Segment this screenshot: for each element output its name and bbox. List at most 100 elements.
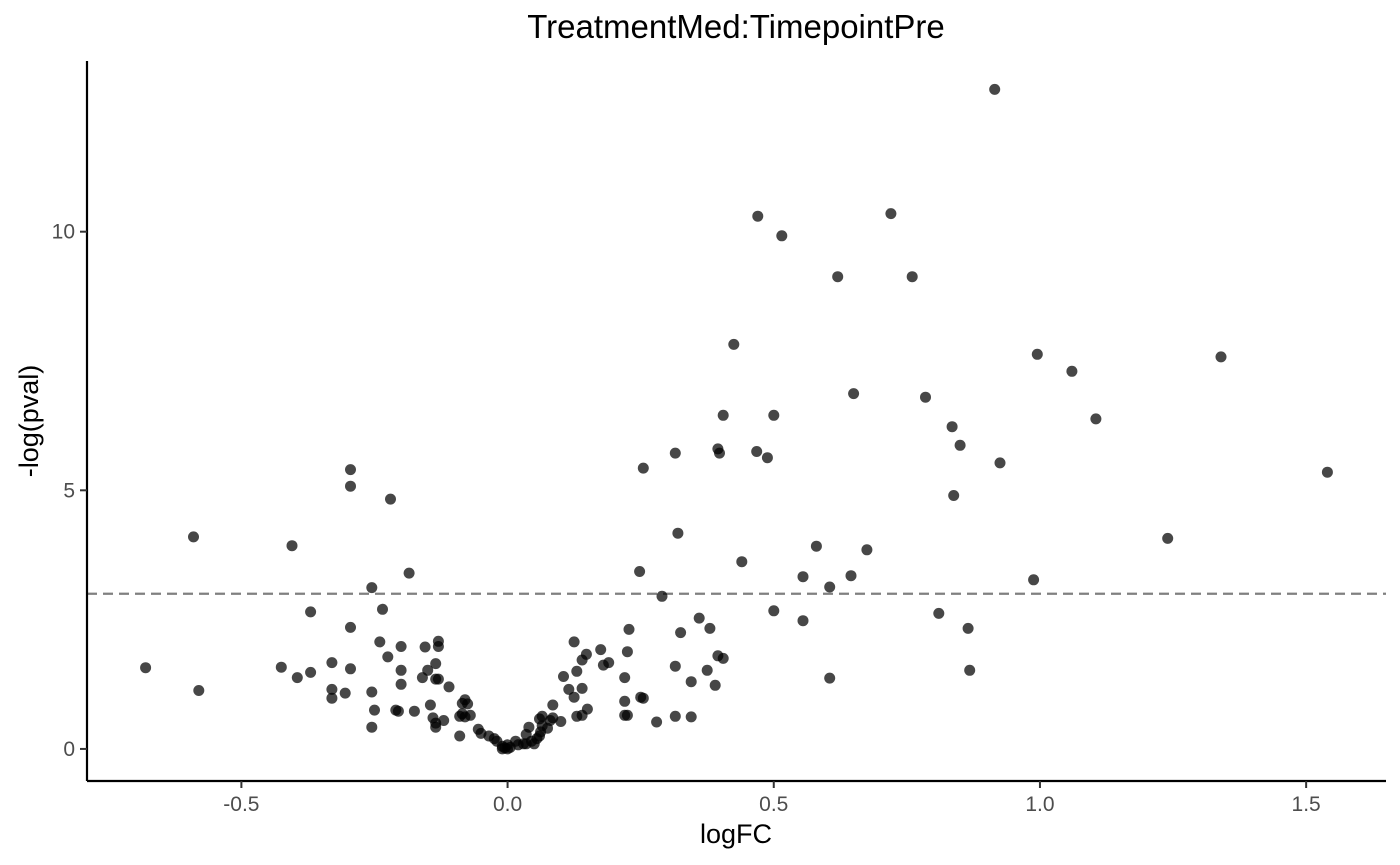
data-point xyxy=(906,271,918,283)
data-point xyxy=(366,686,378,698)
data-point xyxy=(768,409,780,421)
data-point xyxy=(962,622,974,634)
data-point xyxy=(776,230,788,242)
data-point xyxy=(933,607,945,619)
x-tick-label: 0.5 xyxy=(759,793,788,816)
data-point xyxy=(528,738,540,750)
data-point xyxy=(326,683,338,695)
y-tick-label: 5 xyxy=(63,479,75,502)
data-point xyxy=(685,711,697,723)
data-point xyxy=(385,493,396,505)
data-point xyxy=(430,673,442,685)
data-point xyxy=(810,540,822,552)
data-point xyxy=(454,730,466,742)
data-point xyxy=(563,683,575,695)
data-point xyxy=(861,544,873,556)
data-point xyxy=(291,672,303,684)
y-tick-label: 10 xyxy=(52,221,75,244)
data-point xyxy=(456,697,468,709)
data-point xyxy=(619,695,631,707)
data-point xyxy=(547,699,559,711)
data-point xyxy=(345,663,356,675)
data-point xyxy=(920,391,931,403)
plot-area xyxy=(87,83,1386,755)
data-point xyxy=(576,654,588,666)
data-point xyxy=(885,208,897,220)
data-point xyxy=(395,664,407,676)
data-point xyxy=(502,743,514,755)
x-axis-label: logFC xyxy=(700,819,772,849)
data-point xyxy=(568,636,580,648)
data-point xyxy=(672,527,684,539)
data-point xyxy=(693,612,705,624)
data-point xyxy=(619,709,631,721)
data-point xyxy=(1066,365,1078,377)
data-point xyxy=(427,712,439,724)
data-point xyxy=(623,623,635,635)
data-point xyxy=(345,464,356,476)
data-point xyxy=(382,651,394,663)
data-point xyxy=(576,682,588,694)
data-point xyxy=(832,271,844,283)
data-point xyxy=(964,664,976,676)
data-point xyxy=(637,462,649,474)
data-point xyxy=(948,490,960,501)
data-point xyxy=(989,83,1001,95)
data-point xyxy=(454,710,466,722)
data-point xyxy=(709,679,721,691)
data-point xyxy=(305,606,317,618)
data-point xyxy=(704,622,716,634)
data-point xyxy=(430,658,442,670)
data-point xyxy=(685,676,697,688)
data-point xyxy=(1215,351,1227,363)
data-point xyxy=(751,446,763,457)
data-point xyxy=(345,480,356,492)
data-point xyxy=(576,709,588,721)
data-point xyxy=(797,571,809,583)
x-axis-ticks: -0.5 0.0 0.5 1.0 1.5 xyxy=(223,781,1321,816)
y-axis-ticks: 0 5 10 xyxy=(52,221,87,761)
data-point xyxy=(714,447,725,459)
data-point xyxy=(669,660,681,672)
data-point xyxy=(728,338,740,350)
data-point xyxy=(669,710,681,722)
data-point xyxy=(621,646,633,658)
data-point xyxy=(424,699,436,711)
data-point xyxy=(717,652,729,664)
data-point xyxy=(520,738,532,750)
data-point xyxy=(472,723,484,735)
data-point xyxy=(377,603,388,615)
data-point xyxy=(286,540,298,552)
x-tick-label: 1.5 xyxy=(1292,793,1321,816)
data-point xyxy=(701,664,713,676)
y-tick-label: 0 xyxy=(63,738,75,761)
data-point xyxy=(366,721,378,733)
data-point xyxy=(326,657,338,669)
data-point xyxy=(395,641,407,652)
data-point xyxy=(408,705,420,717)
data-point xyxy=(651,716,663,728)
data-point xyxy=(669,447,681,459)
data-point xyxy=(339,687,351,699)
data-point xyxy=(1321,466,1333,478)
data-point xyxy=(416,672,428,684)
data-point xyxy=(848,388,860,400)
data-point xyxy=(403,567,415,579)
data-point xyxy=(366,582,378,594)
data-point xyxy=(656,590,668,602)
data-point xyxy=(369,704,380,716)
data-point xyxy=(1028,574,1040,586)
data-point xyxy=(140,662,152,674)
data-point xyxy=(326,692,338,704)
data-point xyxy=(374,636,386,648)
y-axis-label: -log(pval) xyxy=(14,365,44,478)
x-tick-label: 0.0 xyxy=(493,793,522,816)
data-point xyxy=(392,705,404,717)
data-point xyxy=(193,685,205,696)
data-point xyxy=(188,531,199,543)
data-point xyxy=(768,605,780,617)
data-point xyxy=(761,452,773,464)
x-tick-label: -0.5 xyxy=(223,793,259,816)
data-point xyxy=(824,672,836,684)
